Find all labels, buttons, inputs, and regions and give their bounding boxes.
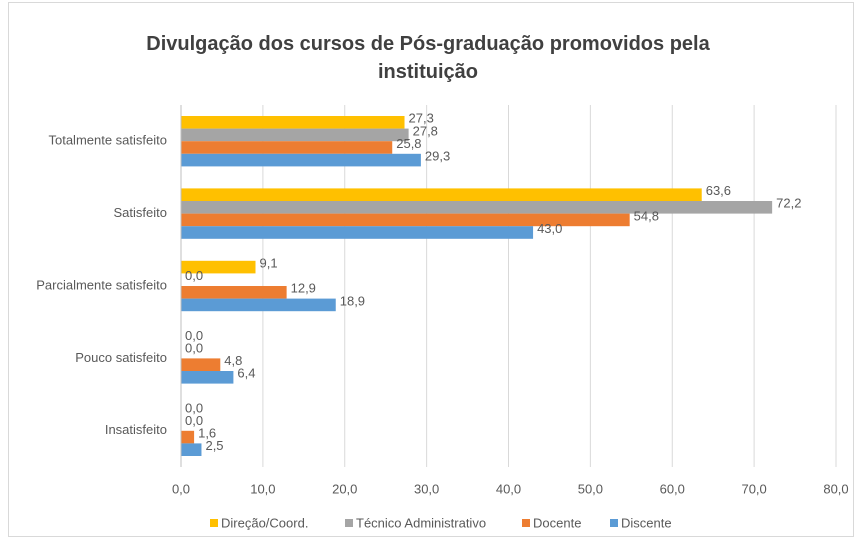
- legend-swatch: [522, 519, 530, 527]
- bar: [181, 298, 336, 312]
- y-tick-label: Pouco satisfeito: [75, 350, 167, 365]
- bar: [181, 260, 256, 274]
- data-label: 0,0: [185, 268, 203, 283]
- x-tick-label: 50,0: [578, 481, 603, 496]
- data-label: 29,3: [425, 149, 450, 164]
- data-label: 0,0: [185, 341, 203, 356]
- data-label: 72,2: [776, 196, 801, 211]
- bar: [181, 153, 421, 167]
- data-label: 0,0: [185, 413, 203, 428]
- bar: [181, 358, 221, 371]
- data-label: 18,9: [340, 293, 365, 308]
- legend-label: Docente: [533, 515, 581, 530]
- data-label: 63,6: [706, 183, 731, 198]
- data-label: 54,8: [634, 208, 659, 223]
- x-tick-label: 80,0: [823, 481, 848, 496]
- y-tick-label: Satisfeito: [114, 205, 167, 220]
- data-label: 25,8: [396, 136, 421, 151]
- legend-label: Discente: [621, 515, 672, 530]
- bar: [181, 116, 405, 129]
- data-label: 12,9: [291, 281, 316, 296]
- bar: [181, 226, 534, 239]
- bar: [181, 188, 702, 201]
- data-label: 9,1: [260, 256, 278, 271]
- legend-label: Técnico Administrativo: [356, 515, 486, 530]
- chart-border: [8, 2, 854, 537]
- y-tick-label: Parcialmente satisfeito: [36, 277, 167, 292]
- x-tick-label: 60,0: [660, 481, 685, 496]
- data-label: 2,5: [205, 438, 223, 453]
- x-tick-label: 70,0: [741, 481, 766, 496]
- y-tick-label: Insatisfeito: [105, 422, 167, 437]
- x-tick-label: 30,0: [414, 481, 439, 496]
- data-label: 0,0: [185, 328, 203, 343]
- bar: [181, 141, 393, 154]
- bar: [181, 371, 234, 384]
- data-label: 27,8: [413, 123, 438, 138]
- x-tick-label: 10,0: [250, 481, 275, 496]
- x-tick-label: 20,0: [332, 481, 357, 496]
- legend-swatch: [210, 519, 218, 527]
- data-label: 1,6: [198, 426, 216, 441]
- data-label: 0,0: [185, 400, 203, 415]
- bar: [181, 443, 202, 456]
- x-tick-label: 0,0: [172, 481, 190, 496]
- y-tick-label: Totalmente satisfeito: [48, 133, 167, 148]
- bar: [181, 430, 195, 444]
- legend-swatch: [345, 519, 353, 527]
- data-label: 27,3: [409, 111, 434, 126]
- data-label: 4,8: [224, 353, 242, 368]
- legend-swatch: [610, 519, 618, 527]
- bar: [181, 286, 287, 299]
- data-label: 43,0: [537, 221, 562, 236]
- data-label: 6,4: [237, 366, 255, 381]
- bar: [181, 213, 630, 227]
- chart-title: Divulgação dos cursos de Pós-graduação p…: [146, 33, 710, 83]
- x-tick-label: 40,0: [496, 481, 521, 496]
- legend-label: Direção/Coord.: [221, 515, 308, 530]
- bar: [181, 128, 409, 142]
- bar: [181, 201, 773, 214]
